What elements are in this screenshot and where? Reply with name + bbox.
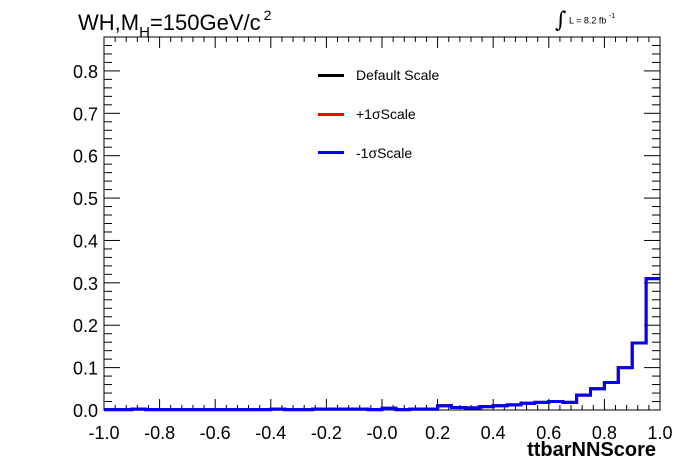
y-tick-label: 0.1	[73, 359, 98, 379]
legend-label-plus1sigma: +1σScale	[356, 106, 416, 123]
title-rest: =150GeV/c	[149, 10, 261, 35]
legend-label-minus1sigma: -1σScale	[356, 144, 413, 161]
y-tick-label: 0.8	[73, 62, 98, 82]
x-tick-label: 0.2	[425, 423, 450, 443]
histogram-series	[104, 277, 660, 412]
luminosity-superscript: -1	[608, 13, 616, 21]
y-tick-label: 0.5	[73, 189, 98, 209]
y-tick-label: 0.4	[73, 231, 98, 251]
chart-title: WH,MH=150GeV/c 2	[78, 7, 272, 41]
y-tick-label: 0.3	[73, 274, 98, 294]
legend-swatch-plus1sigma	[318, 112, 344, 116]
x-tick-label: -0.2	[311, 423, 342, 443]
x-axis-title: ttbarNNScore	[527, 439, 656, 461]
y-tick-label: 0.2	[73, 316, 98, 336]
title-main: WH,M	[78, 10, 140, 35]
histogram-line-1	[104, 277, 660, 412]
luminosity-label: ∫ L = 8.2 fb -1	[555, 10, 616, 32]
legend-entry-minus1sigma: -1σScale	[318, 133, 439, 172]
x-tick-label: 0.6	[536, 423, 561, 443]
legend: Default Scale +1σScale -1σScale	[318, 56, 439, 172]
y-tick-label: 0.0	[73, 401, 98, 421]
legend-label-default: Default Scale	[356, 67, 440, 84]
legend-swatch-minus1sigma	[318, 151, 344, 155]
y-tick-label: 0.6	[73, 147, 98, 167]
axis-tick-labels: -1.0 -0.8 -0.6 -0.4 -0.2 -0.0 0.2 0.4 0.6 0.8 1.0 0…	[73, 62, 673, 443]
x-tick-label: -1.0	[88, 423, 119, 443]
x-tick-label: -0.8	[144, 423, 175, 443]
x-tick-label: -0.4	[255, 423, 286, 443]
histogram-line-2	[104, 277, 660, 412]
legend-entry-plus1sigma: +1σScale	[318, 95, 439, 134]
luminosity-text: L = 8.2 fb	[568, 15, 607, 26]
title-superscript: 2	[263, 7, 272, 23]
x-tick-label: 0.4	[481, 423, 506, 443]
legend-entry-default: Default Scale	[318, 56, 439, 95]
integral-symbol: ∫	[555, 8, 567, 33]
histogram-line-0	[104, 277, 660, 412]
legend-swatch-default	[318, 73, 344, 77]
title-subscript: H	[139, 24, 150, 41]
x-tick-label: 1.0	[647, 423, 672, 443]
x-tick-label: 0.8	[592, 423, 617, 443]
axis-ticks	[103, 36, 661, 411]
x-tick-label: -0.6	[200, 423, 231, 443]
x-tick-label: -0.0	[366, 423, 397, 443]
y-tick-label: 0.7	[73, 104, 98, 124]
